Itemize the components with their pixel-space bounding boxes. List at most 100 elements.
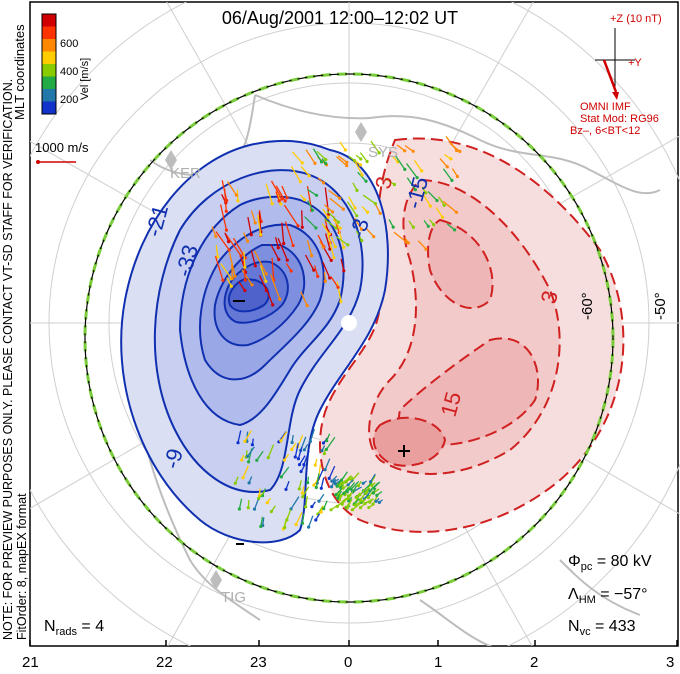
velocity-vector-origin xyxy=(299,469,303,474)
velocity-vector xyxy=(339,141,346,151)
velocity-vector xyxy=(247,446,255,457)
velocity-vector xyxy=(406,177,416,191)
velocity-vector-origin xyxy=(391,225,395,229)
velocity-vector-origin xyxy=(277,257,281,262)
velocity-vector-origin xyxy=(312,483,316,487)
velocity-vector-origin xyxy=(230,276,234,280)
velocity-vector xyxy=(253,250,267,275)
velocity-vector xyxy=(215,245,219,257)
velocity-vector-origin xyxy=(283,199,287,203)
velocity-vector-origin xyxy=(458,149,462,153)
velocity-vector-origin xyxy=(365,159,369,164)
velocity-vector-origin xyxy=(310,254,314,258)
velocity-vector xyxy=(335,156,348,167)
velocity-vector-origin xyxy=(392,182,396,187)
velocity-vector xyxy=(336,281,342,302)
velocity-vector-origin xyxy=(236,199,240,203)
velocity-vector-origin xyxy=(276,246,280,250)
velocity-vector-origin xyxy=(296,224,300,228)
velocity-vector xyxy=(241,269,253,286)
velocity-vector xyxy=(231,264,234,279)
velocity-vector xyxy=(307,515,314,528)
velocity-vector xyxy=(304,496,308,508)
velocity-vector-origin xyxy=(264,279,268,283)
velocity-vector xyxy=(335,236,349,246)
mlt-label-1: 1 xyxy=(434,654,443,671)
velocity-vector xyxy=(393,231,407,243)
velocity-vector xyxy=(323,204,334,213)
velocity-vector xyxy=(304,254,315,271)
velocity-vector-origin xyxy=(345,506,349,510)
contour-label-3: 3 xyxy=(370,174,397,190)
velocity-vector-origin xyxy=(411,225,415,229)
station-labels: KER SYS TIG xyxy=(170,144,398,606)
velocity-vector-origin xyxy=(321,441,326,445)
velocity-vector xyxy=(442,200,457,213)
velocity-vector-origin xyxy=(326,215,330,219)
velocity-vector xyxy=(260,516,264,527)
velocity-vector-origin xyxy=(265,501,269,505)
velocity-vector xyxy=(237,430,242,443)
velocity-vector-origin xyxy=(233,481,237,485)
velocity-vector xyxy=(295,512,303,525)
potential-max-marker xyxy=(398,445,410,457)
velocity-vector-origin xyxy=(455,148,459,153)
velocity-vector xyxy=(242,465,249,478)
velocity-vector-origin xyxy=(445,165,449,169)
velocity-vector-origin xyxy=(347,494,351,498)
velocity-vector xyxy=(362,194,376,205)
colorbar-segment xyxy=(42,26,56,39)
velocity-vector xyxy=(304,216,317,229)
velocity-vector xyxy=(351,472,360,481)
velocity-vector xyxy=(309,428,316,442)
velocity-vector-origin xyxy=(406,241,410,245)
velocity-vector-origin xyxy=(428,204,432,208)
velocity-vector-origin xyxy=(432,223,436,227)
station-label-ker: KER xyxy=(170,165,201,182)
velocity-vector-origin xyxy=(300,521,305,525)
velocity-vector-origin xyxy=(426,224,430,228)
velocity-vector-origin xyxy=(323,279,327,283)
velocity-vector xyxy=(325,436,336,450)
velocity-vector xyxy=(270,244,280,260)
mlt-axis-ticks xyxy=(29,640,678,646)
velocity-vector xyxy=(270,274,281,300)
velocity-vector-origin xyxy=(240,458,244,462)
velocity-vector-origin xyxy=(359,227,363,231)
velocity-vector xyxy=(271,258,275,281)
velocity-vector-origin xyxy=(279,475,283,479)
velocity-vector-origin xyxy=(320,449,324,453)
velocity-vector-origin xyxy=(373,202,377,206)
velocity-vector xyxy=(435,207,444,218)
velocity-vector xyxy=(301,210,303,228)
velocity-vectors xyxy=(211,136,462,531)
velocity-vector xyxy=(274,237,279,248)
velocity-vector xyxy=(256,450,264,461)
colorbar-tick-400: 400 xyxy=(60,66,78,78)
velocity-vector xyxy=(258,211,262,232)
velocity-vector xyxy=(300,291,308,306)
velocity-vector-origin xyxy=(347,499,351,503)
velocity-vector-origin xyxy=(214,234,218,238)
velocity-vector-origin xyxy=(338,226,342,230)
velocity-vector-origin xyxy=(310,505,314,509)
velocity-vector xyxy=(445,136,458,151)
station-label-sys: SYS xyxy=(368,144,398,161)
velocity-vector-origin xyxy=(259,524,263,529)
velocity-vector-origin xyxy=(335,484,339,488)
velocity-vector xyxy=(439,158,448,168)
velocity-vector xyxy=(369,482,379,492)
velocity-vector-origin xyxy=(330,485,334,489)
velocity-vector xyxy=(232,237,246,259)
velocity-vector xyxy=(329,197,344,210)
mlt-label-22: 22 xyxy=(156,654,173,671)
nrads-stat: Nrads = 4 xyxy=(44,618,105,639)
velocity-vector-origin xyxy=(243,278,247,282)
velocity-vector xyxy=(302,486,310,498)
velocity-vector-origin xyxy=(327,476,331,480)
velocity-vector-origin xyxy=(339,478,344,482)
velocity-vector xyxy=(281,222,285,244)
velocity-vector-origin xyxy=(319,160,324,164)
velocity-vector xyxy=(317,234,325,248)
